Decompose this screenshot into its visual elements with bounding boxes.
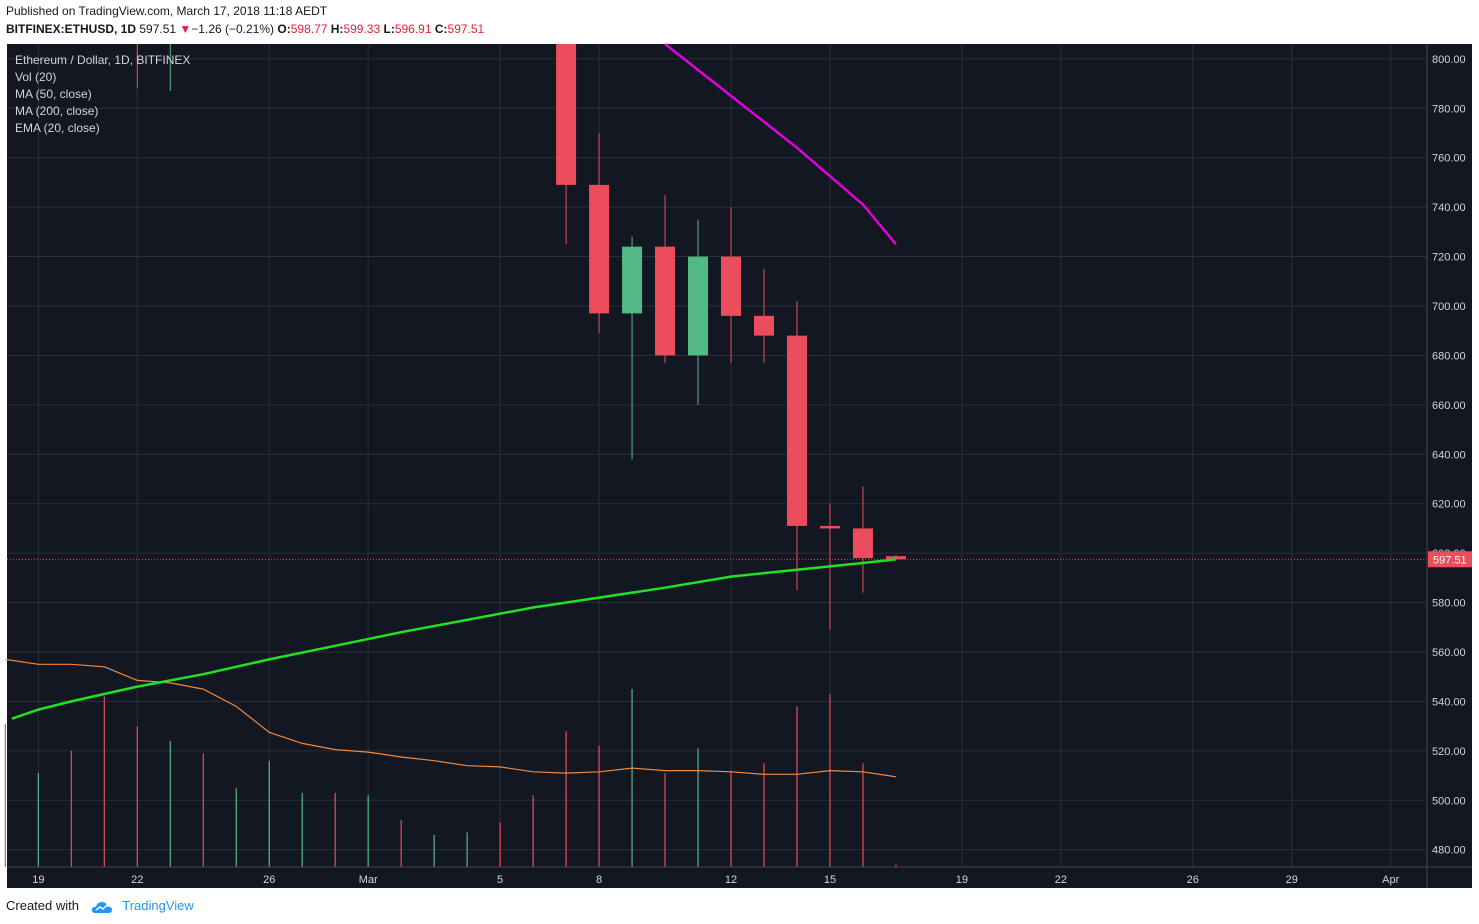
- created-with-text: Created with: [6, 898, 79, 913]
- candle-body: [852, 528, 873, 559]
- time-tick-label: 15: [824, 874, 836, 886]
- candle-body: [688, 256, 709, 356]
- indicator-lines: [5, 43, 1427, 778]
- price-tick-label: 560.00: [1432, 647, 1466, 659]
- price-axis[interactable]: 800.00 780.00 760.00 740.00 720.00 700.00 680.…: [1428, 54, 1472, 857]
- indicator-label: Vol (20): [15, 70, 56, 84]
- plot-background: [7, 44, 1427, 867]
- indicator-label: EMA (20, close): [15, 121, 100, 135]
- published-text: Published on TradingView.com, March 17, …: [6, 4, 328, 18]
- time-tick-label: Apr: [1382, 874, 1399, 886]
- time-tick-label: 22: [131, 874, 143, 886]
- price-tick-label: 480.00: [1432, 845, 1466, 857]
- price-axis-background: [1427, 44, 1472, 867]
- high-label: H:: [330, 22, 344, 36]
- price-tick-label: 640.00: [1432, 449, 1466, 461]
- time-tick-label: 26: [1187, 874, 1199, 886]
- candle-body: [786, 335, 807, 526]
- candle-body: [556, 44, 577, 185]
- price-tick-label: 500.00: [1432, 795, 1466, 807]
- time-tick-label: Mar: [359, 874, 378, 886]
- open-value: 598.77: [290, 22, 328, 36]
- time-axis-background: [7, 867, 1472, 888]
- price-tick-label: 780.00: [1432, 103, 1466, 115]
- candle-body: [589, 184, 610, 314]
- price-tick-label: 580.00: [1432, 598, 1466, 610]
- time-tick-label: 8: [596, 874, 602, 886]
- candle-body: [655, 246, 676, 356]
- time-tick-label: 19: [32, 874, 44, 886]
- indicator-label: MA (50, close): [15, 87, 92, 101]
- candle-body: [622, 246, 643, 314]
- volume-bars: [4, 689, 897, 867]
- low-value: 596.91: [394, 22, 432, 36]
- time-tick-label: 12: [725, 874, 737, 886]
- candles: [136, 44, 906, 630]
- footer: Created with TradingView: [6, 898, 194, 914]
- time-tick-label: 29: [1286, 874, 1298, 886]
- time-tick-label: 26: [263, 874, 275, 886]
- down-arrow-icon: ▼: [179, 22, 192, 36]
- price-tick-label: 620.00: [1432, 499, 1466, 511]
- published-line: Published on TradingView.com, March 17, …: [6, 4, 327, 18]
- time-tick-label: 19: [956, 874, 968, 886]
- last-price: 597.51: [139, 22, 177, 36]
- candle-body: [721, 256, 742, 316]
- symbol-line: BITFINEX:ETHUSD, 1D 597.51 ▼−1.26 (−0.21…: [6, 22, 484, 36]
- price-tick-label: 800.00: [1432, 54, 1466, 66]
- time-tick-label: 5: [497, 874, 503, 886]
- volume-ma-line: [5, 658, 896, 778]
- price-tick-label: 520.00: [1432, 746, 1466, 758]
- indicator-legend: Ethereum / Dollar, 1D, BITFINEX Vol (20) M…: [15, 53, 190, 135]
- price-tick-label: 700.00: [1432, 301, 1466, 313]
- low-label: L:: [383, 22, 395, 36]
- candle-body: [885, 556, 906, 560]
- price-tick-label: 540.00: [1432, 696, 1466, 708]
- high-value: 599.33: [343, 22, 381, 36]
- tradingview-brand[interactable]: TradingView: [122, 898, 194, 913]
- candle-body: [819, 525, 840, 529]
- price-tick-label: 680.00: [1432, 350, 1466, 362]
- time-axis[interactable]: 19 22 26 Mar 5 8 12 15 19 22 26 29 Apr: [32, 874, 1399, 886]
- price-tick-label: 760.00: [1432, 153, 1466, 165]
- price-tick-label: 720.00: [1432, 252, 1466, 264]
- close-value: 597.51: [447, 22, 485, 36]
- symbol-text: BITFINEX:ETHUSD, 1D: [6, 22, 137, 36]
- time-tick-label: 22: [1055, 874, 1067, 886]
- price-tick-label: 660.00: [1432, 400, 1466, 412]
- indicator-label: MA (200, close): [15, 104, 98, 118]
- tradingview-cloud-icon: [91, 901, 112, 913]
- current-price-badge: [1428, 551, 1472, 568]
- price-tick-label: 740.00: [1432, 202, 1466, 214]
- change-value: −1.26 (−0.21%): [191, 22, 275, 36]
- ma200-line: [11, 558, 897, 720]
- close-label: C:: [434, 22, 448, 36]
- current-price-label: 597.51: [1433, 554, 1467, 566]
- ma50-line: [664, 43, 897, 245]
- chart-title: Ethereum / Dollar, 1D, BITFINEX: [15, 53, 190, 67]
- open-label: O:: [277, 22, 291, 36]
- candle-body: [754, 315, 775, 336]
